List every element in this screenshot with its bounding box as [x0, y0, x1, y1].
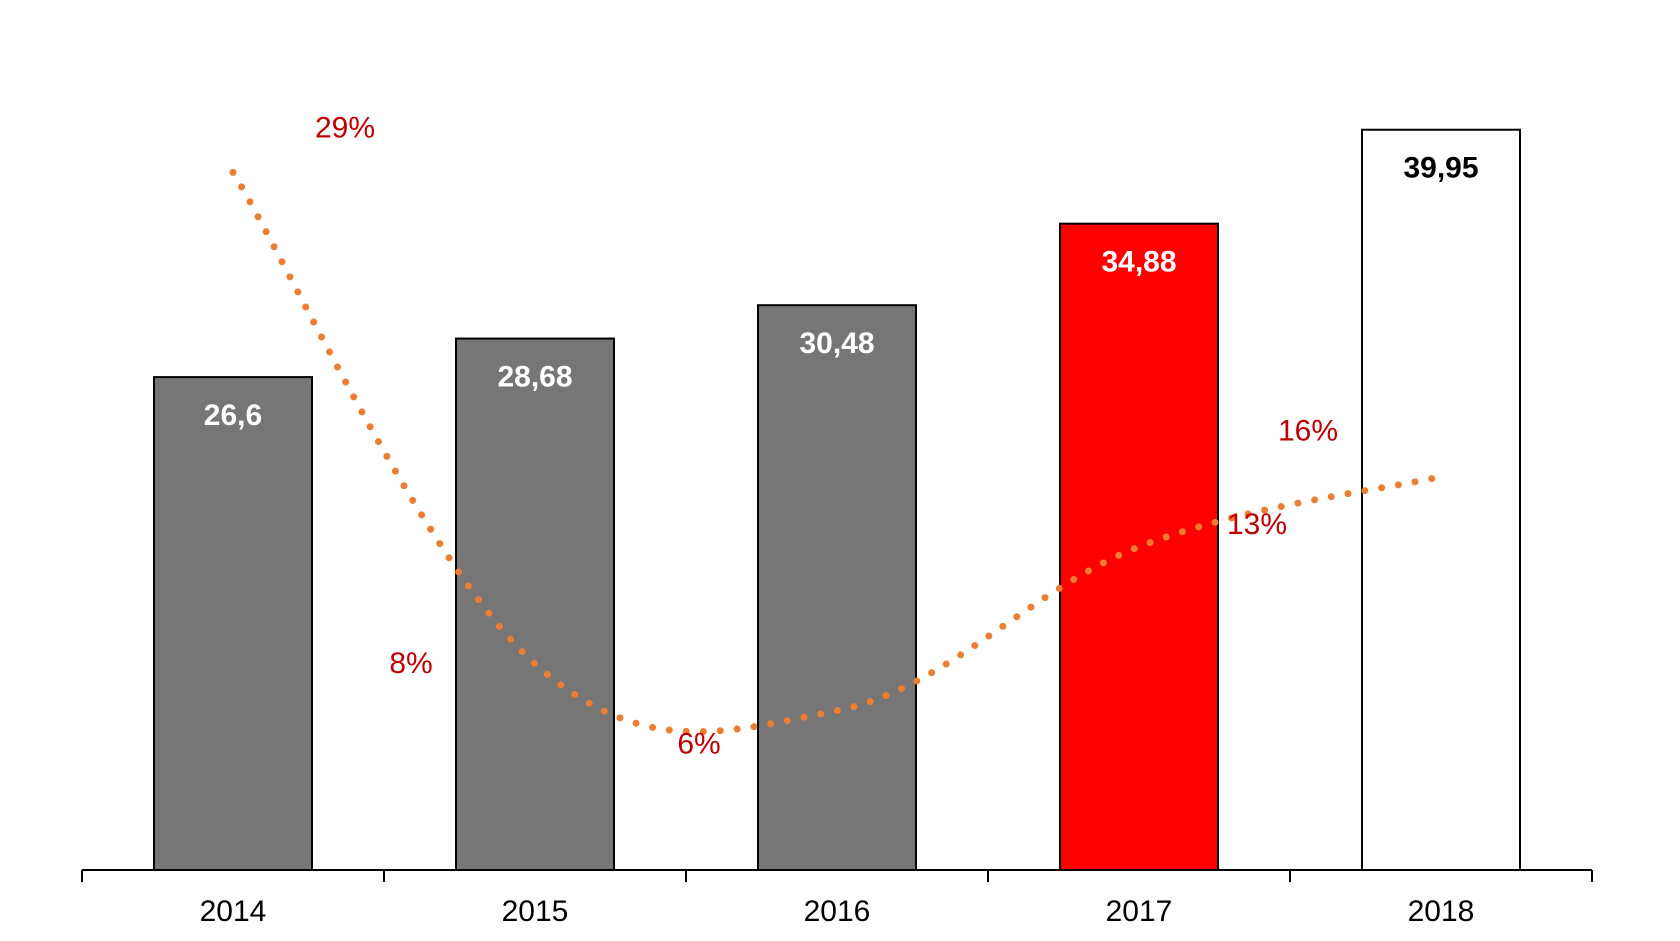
- growth-label-2015: 8%: [389, 647, 432, 680]
- growth-line: [229, 168, 1445, 736]
- labels-group: 26,6 28,68 30,48 34,88 39,95 29% 8% 6% 13% 16%: [204, 111, 1479, 760]
- bar-2016: [757, 304, 917, 871]
- bar-2015: [455, 337, 615, 872]
- growth-label-2014: 29%: [315, 111, 375, 144]
- growth-label-2017: 13%: [1227, 508, 1287, 541]
- x-tick-label-2016: 2016: [804, 895, 871, 928]
- bar-value-label-2014: 26,6: [204, 399, 262, 432]
- bar-2018: [1361, 128, 1521, 871]
- bar-value-label-2015: 28,68: [497, 361, 572, 394]
- bar-value-label-2017: 34,88: [1101, 246, 1176, 279]
- x-axis: 2014 2015 2016 2017 2018: [81, 869, 1593, 928]
- growth-label-2018: 16%: [1278, 415, 1338, 448]
- x-tick-label-2014: 2014: [200, 895, 267, 928]
- x-tick-label-2017: 2017: [1106, 895, 1173, 928]
- bar-2014: [153, 376, 313, 871]
- x-tick-label-2018: 2018: [1408, 895, 1475, 928]
- growth-label-2016: 6%: [677, 728, 720, 761]
- bar-value-label-2016: 30,48: [799, 327, 874, 360]
- x-tick-label-2015: 2015: [502, 895, 569, 928]
- bars-group: [153, 128, 1521, 872]
- bar-value-label-2018: 39,95: [1403, 152, 1478, 185]
- bar-2017: [1059, 222, 1219, 872]
